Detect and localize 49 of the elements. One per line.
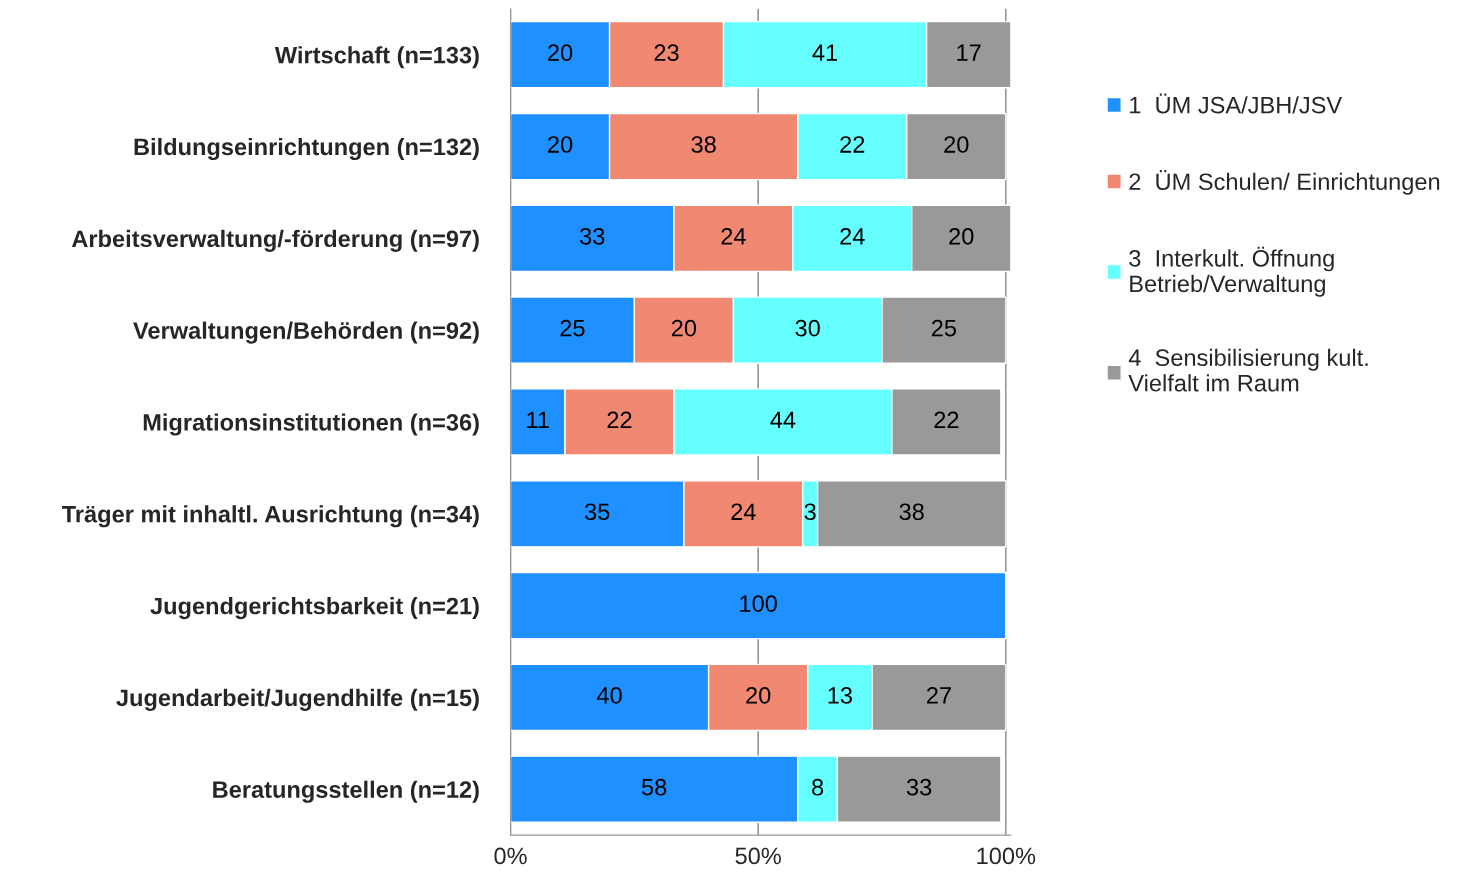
x-tick-label: 50% — [735, 847, 781, 865]
x-tick-label: 100% — [977, 847, 1036, 865]
data-label: 13 — [828, 687, 852, 704]
data-label: 22 — [840, 136, 865, 153]
legend-label: 3 Interkult. Öffnung Betrieb/Verwaltung — [1129, 246, 1334, 297]
data-label: 40 — [596, 687, 622, 704]
y-tick-label: Wirtschaft (n=133) — [274, 46, 479, 69]
data-label: 20 — [949, 227, 974, 245]
data-label: 24 — [840, 227, 865, 245]
data-label: 22 — [607, 411, 632, 429]
y-tick-label: Migrationsinstitutionen (n=36) — [143, 413, 479, 436]
y-tick-label: Jugendarbeit/Jugendhilfe (n=15) — [116, 688, 479, 711]
data-label: 33 — [580, 227, 605, 245]
y-tick-label: Jugendgerichtsbarkeit (n=21) — [150, 597, 479, 620]
data-label: 25 — [931, 319, 957, 337]
data-label: 20 — [746, 687, 771, 704]
data-label: 58 — [641, 778, 667, 796]
data-label: 3 — [804, 503, 816, 521]
data-label: 11 — [527, 411, 549, 429]
y-tick-label: Verwaltungen/Behörden (n=92) — [133, 321, 479, 344]
y-tick-label: Träger mit inhaltl. Ausrichtung (n=34) — [61, 505, 479, 528]
data-label: 38 — [691, 136, 716, 153]
data-label: 33 — [906, 778, 932, 796]
data-label: 8 — [812, 778, 824, 796]
data-label: 23 — [654, 44, 679, 62]
y-tick-label: Bildungseinrichtungen (n=132) — [134, 137, 479, 161]
legend-label: 1 ÜM JSA/JBH/JSV — [1130, 93, 1343, 114]
data-label: 44 — [770, 411, 796, 429]
data-label: 27 — [927, 687, 951, 704]
data-label: 24 — [721, 227, 746, 245]
legend-label: 4 Sensibilisierung kult. Vielfalt im Raum — [1128, 348, 1368, 392]
legend-label: 2 ÜM Schulen/ Einrichtungen — [1129, 170, 1440, 195]
data-label: 41 — [812, 44, 838, 61]
data-label: 20 — [548, 136, 573, 153]
data-label: 25 — [560, 319, 585, 337]
x-tick-label: 0% — [494, 847, 527, 865]
data-label: 35 — [584, 503, 610, 521]
data-label: 24 — [731, 503, 756, 520]
data-label: 20 — [944, 136, 969, 153]
data-label: 17 — [957, 44, 981, 61]
data-label: 22 — [934, 411, 959, 429]
data-label: 100 — [740, 595, 777, 612]
y-tick-label: Arbeitsverwaltung/-förderung (n=97) — [71, 229, 479, 252]
data-label: 38 — [899, 503, 924, 521]
data-label: 30 — [795, 319, 820, 337]
bar — [510, 571, 1007, 640]
data-label: 20 — [548, 44, 573, 62]
data-label: 20 — [671, 319, 697, 337]
y-tick-label: Beratungsstellen (n=12) — [213, 780, 479, 803]
